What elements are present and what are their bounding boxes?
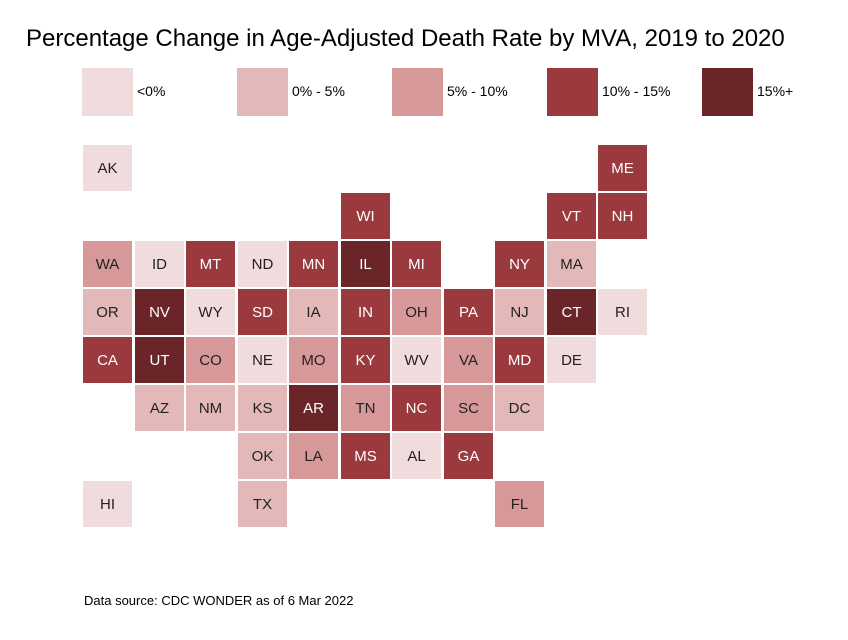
state-tile-ut: UT bbox=[134, 336, 185, 384]
state-tile-md: MD bbox=[494, 336, 545, 384]
chart-title: Percentage Change in Age-Adjusted Death … bbox=[26, 25, 785, 52]
state-tile-ma: MA bbox=[546, 240, 597, 288]
state-tile-mo: MO bbox=[288, 336, 339, 384]
legend-swatch bbox=[702, 68, 753, 116]
state-tile-al: AL bbox=[391, 432, 442, 480]
state-tile-oh: OH bbox=[391, 288, 442, 336]
state-tile-ri: RI bbox=[597, 288, 648, 336]
state-tile-nh: NH bbox=[597, 192, 648, 240]
state-tile-nc: NC bbox=[391, 384, 442, 432]
state-tile-de: DE bbox=[546, 336, 597, 384]
state-tile-co: CO bbox=[185, 336, 236, 384]
state-tile-ca: CA bbox=[82, 336, 133, 384]
state-tile-wv: WV bbox=[391, 336, 442, 384]
state-tile-mi: MI bbox=[391, 240, 442, 288]
legend-swatch bbox=[547, 68, 598, 116]
state-tile-vt: VT bbox=[546, 192, 597, 240]
state-tile-ky: KY bbox=[340, 336, 391, 384]
state-tile-tx: TX bbox=[237, 480, 288, 528]
state-tile-tn: TN bbox=[340, 384, 391, 432]
state-tile-ct: CT bbox=[546, 288, 597, 336]
legend-swatch bbox=[237, 68, 288, 116]
state-tile-ny: NY bbox=[494, 240, 545, 288]
legend-label: 10% - 15% bbox=[602, 83, 671, 99]
state-tile-nv: NV bbox=[134, 288, 185, 336]
legend-label: 15%+ bbox=[757, 83, 794, 99]
state-tile-il: IL bbox=[340, 240, 391, 288]
state-tile-sd: SD bbox=[237, 288, 288, 336]
state-tile-dc: DC bbox=[494, 384, 545, 432]
data-source-note: Data source: CDC WONDER as of 6 Mar 2022 bbox=[84, 593, 354, 608]
legend-swatch bbox=[392, 68, 443, 116]
state-tile-mt: MT bbox=[185, 240, 236, 288]
state-tile-wy: WY bbox=[185, 288, 236, 336]
legend-label: 0% - 5% bbox=[292, 83, 345, 99]
state-tile-ne: NE bbox=[237, 336, 288, 384]
state-tile-wa: WA bbox=[82, 240, 133, 288]
state-tile-ia: IA bbox=[288, 288, 339, 336]
state-tile-az: AZ bbox=[134, 384, 185, 432]
state-tile-wi: WI bbox=[340, 192, 391, 240]
state-tile-ok: OK bbox=[237, 432, 288, 480]
state-tile-ar: AR bbox=[288, 384, 339, 432]
state-tile-va: VA bbox=[443, 336, 494, 384]
state-tile-or: OR bbox=[82, 288, 133, 336]
state-tile-nm: NM bbox=[185, 384, 236, 432]
legend-swatch bbox=[82, 68, 133, 116]
state-tile-ks: KS bbox=[237, 384, 288, 432]
legend-label: 5% - 10% bbox=[447, 83, 508, 99]
state-tile-id: ID bbox=[134, 240, 185, 288]
state-tile-in: IN bbox=[340, 288, 391, 336]
state-tile-fl: FL bbox=[494, 480, 545, 528]
state-tile-nd: ND bbox=[237, 240, 288, 288]
state-tile-la: LA bbox=[288, 432, 339, 480]
state-tile-pa: PA bbox=[443, 288, 494, 336]
state-tile-me: ME bbox=[597, 144, 648, 192]
state-tile-mn: MN bbox=[288, 240, 339, 288]
state-tile-ga: GA bbox=[443, 432, 494, 480]
state-tile-sc: SC bbox=[443, 384, 494, 432]
state-tile-ak: AK bbox=[82, 144, 133, 192]
legend-label: <0% bbox=[137, 83, 166, 99]
state-tile-hi: HI bbox=[82, 480, 133, 528]
state-tile-nj: NJ bbox=[494, 288, 545, 336]
state-tile-ms: MS bbox=[340, 432, 391, 480]
